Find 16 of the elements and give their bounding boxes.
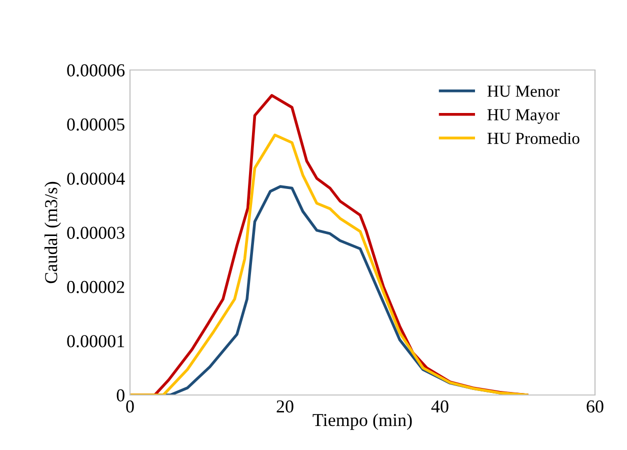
x-tick-label: 0 (126, 400, 134, 413)
y-tick-label: 0.00001 (67, 335, 124, 348)
x-tick-label: 60 (586, 400, 604, 413)
x-tick-label: 20 (276, 400, 294, 413)
y-tick-label: 0.00003 (67, 226, 124, 240)
legend-label: HU Promedio (487, 132, 580, 144)
y-tick-label: 0.00004 (67, 172, 125, 185)
y-tick-label: 0.00005 (67, 118, 124, 131)
y-axis-title: Caudal (m3/s) (44, 182, 61, 284)
y-tick-label: 0.00006 (67, 64, 125, 77)
y-tick-label: 0 (116, 389, 124, 402)
y-tick-label: 0.00002 (67, 280, 124, 294)
x-axis-title: Tiempo (min) (312, 413, 412, 430)
legend-label: HU Mayor (487, 109, 560, 124)
legend-label: HU Menor (487, 86, 560, 97)
x-tick-label: 40 (431, 400, 448, 413)
